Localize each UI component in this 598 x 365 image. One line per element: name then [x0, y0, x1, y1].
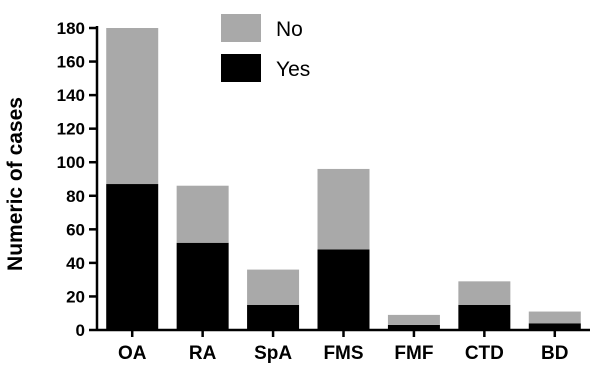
bar-ctd-yes	[458, 304, 511, 330]
x-tick-label: FMF	[394, 343, 433, 364]
y-tick-label: 60	[66, 220, 85, 239]
y-tick-label: 80	[66, 187, 85, 206]
bar-oa-yes	[106, 184, 159, 330]
bar-bd-no	[528, 311, 581, 324]
y-tick-label: 40	[66, 254, 85, 273]
legend-label-yes: Yes	[276, 58, 310, 81]
legend-label-no: No	[276, 18, 303, 41]
x-axis: OA RA SpA FMS FMF CTD BD	[97, 328, 590, 364]
y-axis-label: Numeric of cases	[4, 97, 27, 271]
y-tick-label: 140	[57, 86, 85, 105]
bar-fmf-no	[387, 314, 440, 325]
x-tick-label: CTD	[465, 343, 504, 364]
bar-fms-no	[317, 168, 370, 250]
bar-ra-yes	[176, 242, 229, 330]
y-tick-label: 180	[57, 19, 85, 38]
bar-fmf-yes	[387, 324, 440, 330]
x-tick-label: FMS	[323, 343, 363, 364]
y-tick-label: 160	[57, 53, 85, 72]
bar-spa-yes	[247, 304, 300, 330]
y-axis: 0 20 40 60 80 100 120 140 160 180	[57, 19, 99, 340]
bar-oa-no	[106, 28, 159, 185]
y-tick-label: 120	[57, 120, 85, 139]
bar-ra-no	[176, 185, 229, 243]
x-tick-label: OA	[118, 343, 147, 364]
x-tick-label: RA	[189, 343, 217, 364]
legend-swatch-yes	[221, 54, 261, 82]
y-tick-label: 0	[76, 321, 85, 340]
bar-ctd-no	[458, 281, 511, 305]
x-tick-label: SpA	[254, 343, 292, 364]
bar-spa-no	[247, 269, 300, 305]
y-tick-label: 20	[66, 287, 85, 306]
bar-bd-yes	[528, 323, 581, 330]
x-tick-label: BD	[541, 343, 568, 364]
legend: No Yes	[221, 14, 310, 82]
bar-fms-yes	[317, 249, 370, 330]
y-tick-label: 100	[57, 153, 85, 172]
bars	[106, 28, 581, 330]
legend-swatch-no	[221, 14, 261, 42]
